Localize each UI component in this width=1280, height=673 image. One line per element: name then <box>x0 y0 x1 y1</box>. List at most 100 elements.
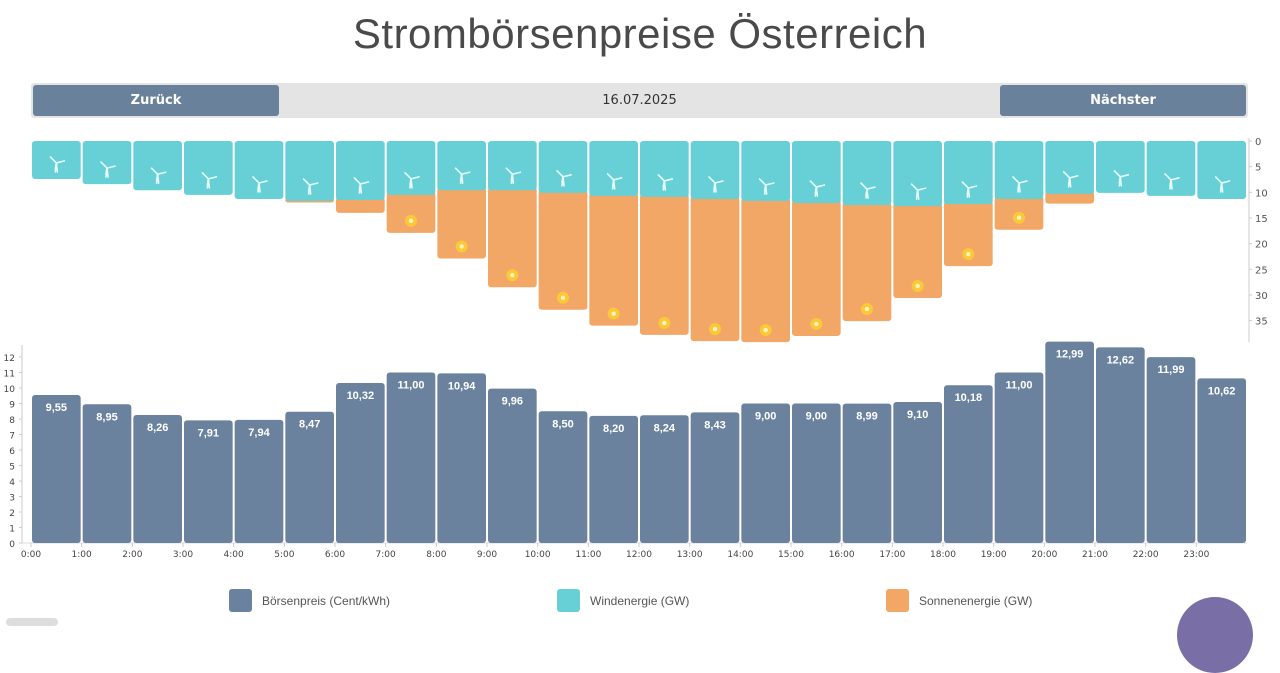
turbine-blade <box>1068 175 1079 179</box>
wind-bar <box>336 141 385 200</box>
price-data-label: 9,00 <box>755 411 776 423</box>
wind-turbine-icon <box>1012 176 1028 193</box>
wind-turbine-icon <box>758 178 775 195</box>
x-tick-label: 17:00 <box>879 550 905 560</box>
legend-label-price: Börsenpreis (Cent/kWh) <box>262 593 391 608</box>
sun-icon-center <box>662 320 667 326</box>
wind-turbine-icon <box>809 180 826 197</box>
legend-label-wind: Windenergie (GW) <box>590 593 690 608</box>
wind-turbine-icon <box>49 156 66 173</box>
turbine-blade <box>257 182 260 190</box>
wind-turbine-icon <box>961 181 978 198</box>
price-data-label: 11,00 <box>398 380 425 392</box>
previous-day-button[interactable]: Zurück <box>33 85 279 116</box>
wind-turbine-icon <box>302 178 319 195</box>
wind-bar <box>792 141 841 204</box>
solar-bar <box>944 201 993 267</box>
solar-bar <box>336 196 385 213</box>
turbine-blade <box>764 182 775 186</box>
price-data-label: 8,43 <box>704 419 725 431</box>
price-bar <box>336 383 385 543</box>
page-title: Strombörsenpreise Österreich <box>352 10 928 57</box>
price-bar <box>640 415 689 543</box>
legend-item-price[interactable]: Börsenpreis (Cent/kWh) <box>229 589 390 612</box>
x-tick-label: 19:00 <box>981 550 1007 560</box>
sun-icon-center <box>459 244 464 249</box>
energy-y-tick-label: 25 <box>1255 265 1268 276</box>
price-data-label: 12,99 <box>1056 349 1084 361</box>
turbine-blade <box>1214 176 1223 184</box>
price-bar <box>589 415 638 543</box>
price-bar <box>538 411 588 543</box>
wind-turbine-icon <box>860 182 876 199</box>
wind-turbine-icon <box>1113 170 1130 187</box>
next-day-button[interactable]: Nächster <box>1000 85 1246 116</box>
turbine-blade <box>1220 180 1231 184</box>
x-tick-label: 0:00 <box>21 550 41 560</box>
price-data-label: 9,00 <box>806 411 827 423</box>
wind-bar <box>1045 141 1094 194</box>
x-tick-label: 1:00 <box>72 550 92 560</box>
bottom-tab[interactable] <box>6 618 58 626</box>
solar-bar <box>690 195 740 342</box>
price-y-tick-label: 6 <box>9 447 15 457</box>
turbine-blade <box>611 179 615 187</box>
turbine-blade <box>459 173 463 182</box>
wind-turbine-icon <box>454 167 471 185</box>
sun-icon-center <box>611 311 616 316</box>
sun-icon-center <box>560 295 566 300</box>
turbine-blade <box>663 178 674 182</box>
price-bar <box>82 404 132 543</box>
wind-bar <box>944 141 993 205</box>
turbine-blade <box>511 171 522 176</box>
wind-bar <box>184 141 233 195</box>
turbine-blade <box>763 184 767 192</box>
date-navigation: 16.07.2025 Zurück Nächster <box>31 83 1248 118</box>
turbine-blade <box>505 167 514 176</box>
legend-item-wind[interactable]: Windenergie (GW) <box>557 589 689 612</box>
sun-icon-center <box>1016 215 1022 220</box>
turbine-blade <box>353 177 362 185</box>
wind-turbine-icon <box>252 176 268 193</box>
turbine-blade <box>1170 177 1180 181</box>
turbine-blade <box>562 174 572 178</box>
legend-item-solar[interactable]: Sonnenenergie (GW) <box>886 589 1032 612</box>
solar-bar <box>589 192 638 326</box>
turbine-blade <box>1219 182 1223 190</box>
solar-bar <box>1045 190 1094 204</box>
turbine-blade <box>1012 176 1020 184</box>
wind-bar <box>437 141 486 191</box>
energy-price-chart: 0510152025303501234567891011129,550:008,… <box>4 137 1268 560</box>
x-tick-label: 18:00 <box>930 550 956 560</box>
x-tick-label: 22:00 <box>1133 550 1159 560</box>
energy-y-tick-label: 5 <box>1255 163 1261 174</box>
chat-widget-button[interactable] <box>1177 597 1253 673</box>
wind-bar <box>386 141 436 195</box>
sun-icon-center <box>915 283 920 289</box>
price-data-label: 9,96 <box>502 396 523 408</box>
price-bar <box>437 373 486 543</box>
wind-bar <box>32 141 81 179</box>
turbine-blade <box>865 188 868 196</box>
turbine-blade <box>460 171 471 176</box>
turbine-blade <box>1119 174 1130 178</box>
wind-turbine-icon <box>150 167 167 185</box>
wind-turbine-icon <box>708 176 724 193</box>
turbine-blade <box>155 173 159 182</box>
turbine-blade <box>510 173 514 182</box>
turbine-blade <box>49 156 58 164</box>
x-tick-label: 3:00 <box>173 550 193 560</box>
turbine-blade <box>404 172 412 180</box>
solar-bar <box>842 202 892 322</box>
wind-turbine-icon <box>1164 173 1180 190</box>
wind-bar <box>285 141 334 202</box>
turbine-blade <box>967 185 978 189</box>
turbine-blade <box>815 184 826 188</box>
price-y-tick-label: 7 <box>9 432 15 442</box>
wind-turbine-icon <box>505 167 522 185</box>
wind-bar <box>1197 141 1246 199</box>
wind-bar <box>488 141 537 191</box>
price-y-tick-label: 1 <box>9 525 15 535</box>
price-y-tick-label: 9 <box>9 401 15 411</box>
wind-bar <box>538 141 588 193</box>
